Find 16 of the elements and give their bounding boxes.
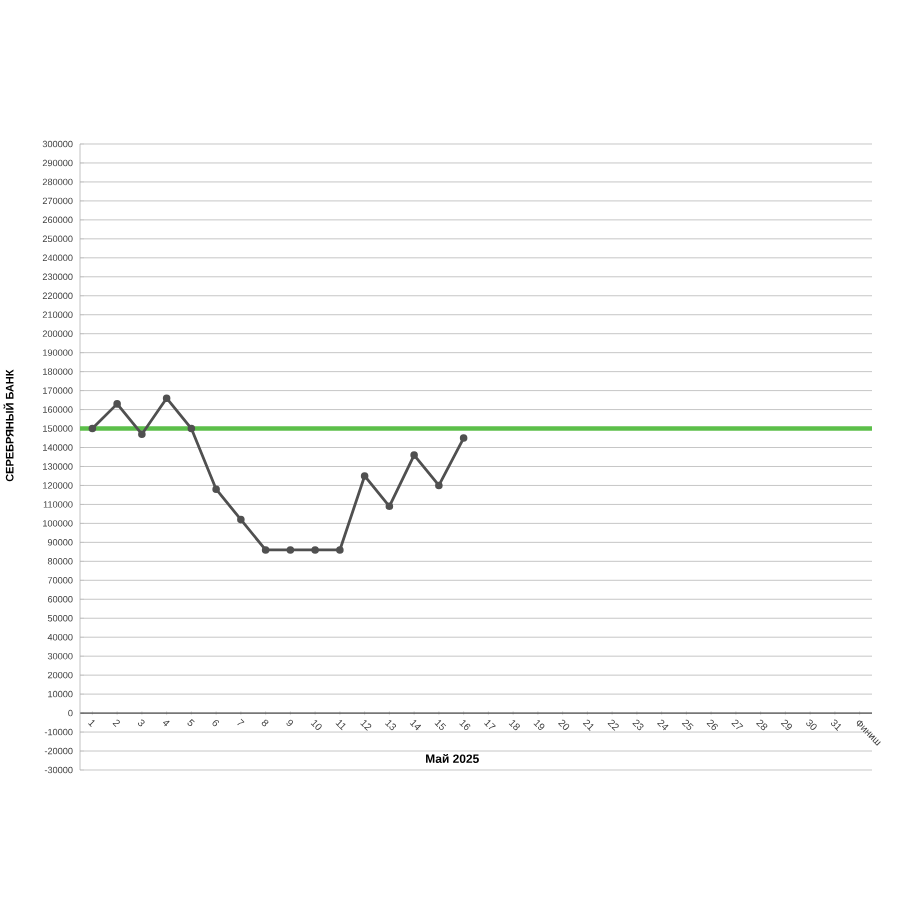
point bbox=[162, 394, 171, 402]
point bbox=[286, 546, 295, 554]
point bbox=[237, 515, 245, 524]
point bbox=[385, 502, 394, 511]
point bbox=[187, 424, 196, 433]
point bbox=[311, 546, 319, 554]
point bbox=[459, 434, 468, 442]
point bbox=[261, 546, 270, 554]
point bbox=[410, 451, 418, 459]
point bbox=[113, 400, 121, 408]
point bbox=[88, 424, 97, 433]
point bbox=[435, 481, 443, 490]
point bbox=[212, 485, 220, 494]
point bbox=[336, 546, 344, 554]
point bbox=[138, 430, 146, 439]
point bbox=[360, 472, 369, 480]
